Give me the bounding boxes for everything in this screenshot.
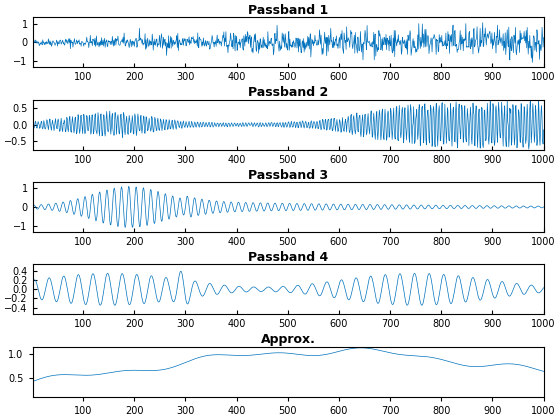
Title: Passband 3: Passband 3: [248, 169, 328, 182]
Title: Passband 2: Passband 2: [248, 87, 328, 100]
Title: Passband 1: Passband 1: [248, 4, 328, 17]
Title: Approx.: Approx.: [260, 333, 315, 346]
Title: Passband 4: Passband 4: [248, 251, 328, 264]
